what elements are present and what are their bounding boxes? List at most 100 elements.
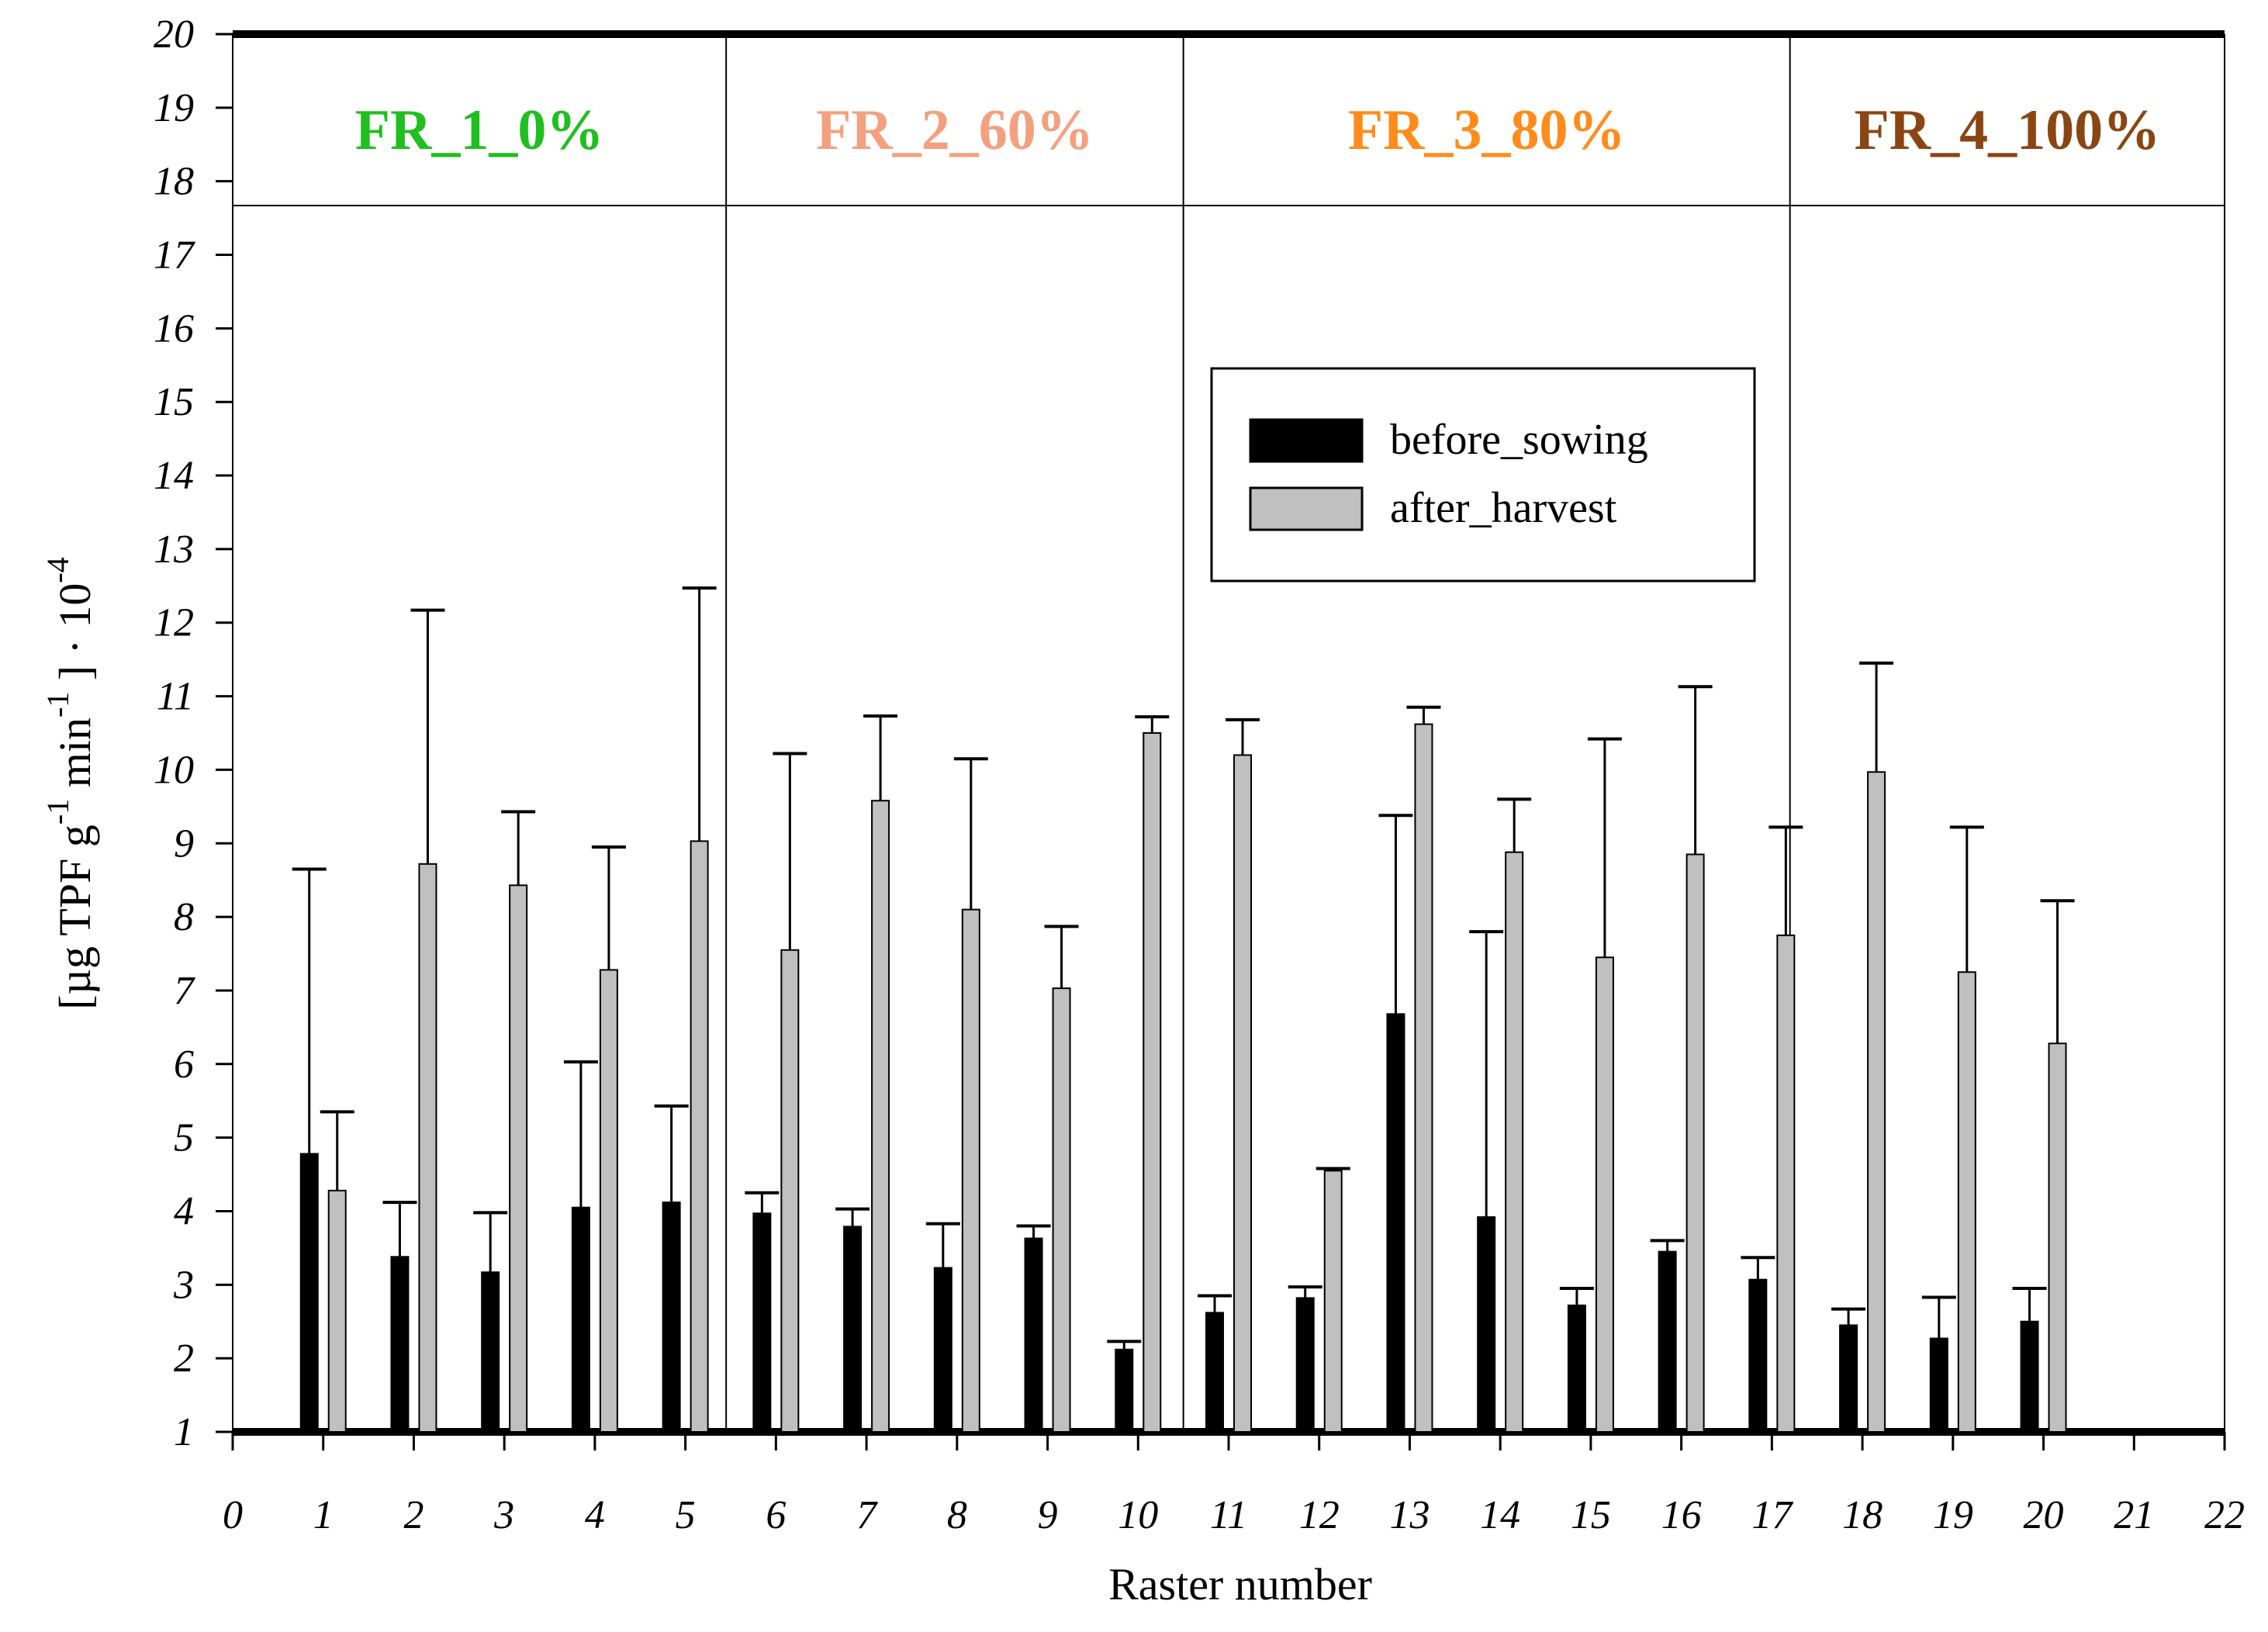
after_harvest-bar-7 [871,800,890,1433]
x-axis-title: Raster number [1108,1559,1372,1610]
x-axis: 0 1 2 3 4 5 6 7 8 9 10 11 12 13 14 15 16 17 18 19 20 21 22 [223,1432,2245,1537]
y-axis-title-part-5: ] · 10 [50,583,100,692]
after_harvest-bar-13 [1414,723,1433,1433]
before_sowing-bar-10 [1115,1348,1134,1433]
legend-box [1210,367,1756,583]
legend-swatch-before_sowing [1249,418,1364,463]
x-tick-label-2: 2 [403,1493,424,1537]
y-tick-label-14: 14 [154,454,194,498]
y-tick-label-8: 8 [174,895,194,939]
y-tick-label-4: 4 [174,1189,194,1233]
x-tick-label-11: 11 [1210,1493,1247,1537]
x-tick-label-5: 5 [676,1493,696,1537]
y-axis-title: [µg TPF g-1 min-1 ] · 10-4 [40,557,100,1010]
y-tick-label-11: 11 [157,675,194,719]
before_sowing-bar-8 [933,1267,952,1433]
before_sowing-bar-11 [1205,1312,1224,1433]
x-tick-label-4: 4 [585,1493,605,1537]
y-axis-title-part-6: -4 [40,557,75,583]
before_sowing-bar-14 [1477,1216,1496,1433]
x-tick-label-3: 3 [493,1493,514,1537]
after_harvest-bar-9 [1052,987,1071,1433]
after_harvest-bar-16 [1685,853,1705,1433]
before_sowing-bar-4 [571,1206,590,1433]
y-tick-label-2: 2 [174,1336,194,1381]
x-tick-label-18: 18 [1842,1493,1883,1537]
x-tick-label-21: 21 [2114,1493,2154,1537]
bars [299,723,2067,1433]
before_sowing-bar-12 [1295,1297,1315,1433]
legend-swatch-after_harvest [1249,486,1364,531]
after_harvest-bar-2 [418,863,437,1433]
legend-label-after_harvest: after_harvest [1390,484,1617,532]
y-tick-label-12: 12 [154,601,194,645]
group-label-1: FR_1_0% [355,99,604,162]
group-label-3: FR_3_80% [1348,99,1626,162]
group-label-2: FR_2_60% [816,99,1094,162]
x-tick-label-0: 0 [223,1493,243,1537]
y-axis-title-part-3: min [50,717,100,799]
x-tick-label-12: 12 [1299,1493,1340,1537]
x-tick-label-9: 9 [1038,1493,1058,1537]
after_harvest-bar-4 [599,969,618,1433]
group-header: FR_1_0% FR_2_60% FR_3_80% FR_4_100% [233,34,2225,1432]
before_sowing-bar-20 [2020,1320,2039,1433]
y-axis-title-part-1: [µg TPF g [50,825,100,1010]
x-tick-label-1: 1 [313,1493,334,1537]
y-tick-label-6: 6 [174,1042,194,1087]
group-label-4: FR_4_100% [1855,99,2161,162]
x-tick-label-10: 10 [1118,1493,1158,1537]
before_sowing-bar-2 [390,1256,410,1433]
x-tick-label-6: 6 [766,1493,786,1537]
legend: before_sowing after_harvest [1210,367,1756,583]
legend-label-before_sowing: before_sowing [1390,416,1648,464]
before_sowing-bar-6 [752,1212,772,1433]
after_harvest-bar-5 [690,840,709,1433]
y-axis-title-part-2: -1 [40,799,75,825]
before_sowing-bar-5 [662,1202,681,1433]
after_harvest-bar-15 [1595,956,1614,1433]
before_sowing-bar-3 [481,1271,500,1433]
x-tick-label-15: 15 [1571,1493,1611,1537]
before_sowing-bar-1 [299,1153,319,1433]
x-tick-label-20: 20 [2024,1493,2064,1537]
after_harvest-bar-20 [2048,1042,2067,1433]
after_harvest-bar-12 [1323,1170,1343,1433]
after_harvest-bar-11 [1233,754,1252,1433]
y-tick-label-19: 19 [154,86,194,130]
y-tick-label-9: 9 [174,821,194,866]
before_sowing-bar-7 [843,1226,863,1433]
after_harvest-bar-1 [327,1189,347,1433]
y-tick-label-20: 20 [154,12,194,57]
before_sowing-bar-15 [1567,1304,1586,1433]
error-bars [292,586,2075,1350]
y-tick-label-7: 7 [174,969,195,1013]
x-tick-label-16: 16 [1661,1493,1702,1537]
after_harvest-bar-3 [509,884,528,1433]
y-tick-label-3: 3 [173,1263,194,1307]
before_sowing-bar-17 [1748,1278,1768,1433]
after_harvest-bar-18 [1867,771,1886,1433]
y-tick-label-15: 15 [154,380,194,424]
x-tick-label-17: 17 [1751,1493,1793,1537]
x-tick-label-13: 13 [1389,1493,1430,1537]
after_harvest-bar-19 [1957,971,1976,1433]
y-tick-label-16: 16 [154,306,194,351]
after_harvest-bar-17 [1776,934,1796,1433]
y-tick-label-5: 5 [174,1116,194,1160]
y-tick-label-17: 17 [154,233,195,278]
after_harvest-bar-10 [1143,732,1162,1433]
y-tick-label-13: 13 [154,527,194,572]
y-tick-label-1: 1 [174,1410,194,1454]
plot-frame [232,30,2225,1436]
x-tick-label-14: 14 [1480,1493,1520,1537]
y-tick-label-10: 10 [154,748,194,792]
y-tick-label-18: 18 [154,160,194,204]
x-tick-label-19: 19 [1933,1493,1973,1537]
x-tick-label-22: 22 [2204,1493,2245,1537]
after_harvest-bar-6 [780,949,800,1433]
before_sowing-bar-9 [1024,1237,1043,1433]
before_sowing-bar-18 [1839,1324,1858,1433]
